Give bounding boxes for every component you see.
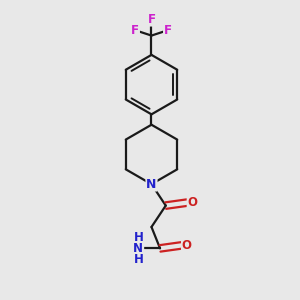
Text: F: F: [148, 13, 155, 26]
Text: N: N: [133, 242, 143, 255]
Text: F: F: [164, 24, 172, 37]
Text: H: H: [134, 231, 143, 244]
Text: O: O: [182, 239, 192, 252]
Text: H: H: [134, 253, 143, 266]
Text: F: F: [131, 24, 139, 37]
Text: N: N: [146, 178, 157, 191]
Text: O: O: [188, 196, 197, 209]
